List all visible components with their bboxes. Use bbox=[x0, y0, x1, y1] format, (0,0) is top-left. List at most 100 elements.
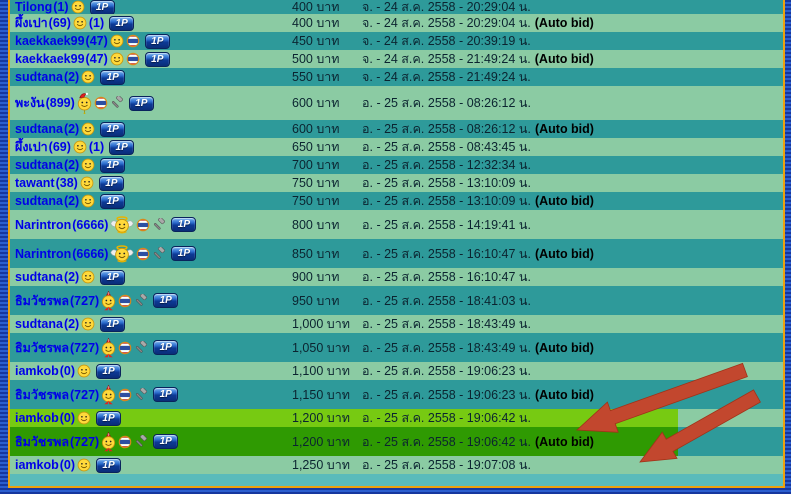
bid-amount: 450 บาท bbox=[292, 34, 340, 48]
1p-badge[interactable]: 1P bbox=[153, 434, 179, 449]
bidder-username-link[interactable]: tawant bbox=[15, 176, 55, 190]
bidder-username-link[interactable]: Tilong bbox=[15, 0, 53, 14]
bidder-username-link[interactable]: sudtana bbox=[15, 317, 63, 331]
1p-badge[interactable]: 1P bbox=[89, 0, 115, 14]
1p-badge[interactable]: 1P bbox=[144, 51, 170, 67]
bidder-username-link[interactable]: sudtana bbox=[15, 270, 63, 284]
bid-amount-cell: 1,200 บาท bbox=[282, 432, 362, 452]
smiley-icon bbox=[81, 70, 95, 84]
bid-amount-cell: 600 บาท bbox=[282, 120, 362, 138]
1p-badge[interactable]: 1P bbox=[96, 410, 122, 426]
bidder-cell: sudtana (2) 1P bbox=[10, 193, 282, 209]
bidder-feedback-count: (727) bbox=[70, 340, 100, 355]
bid-datetime: อ. - 25 ส.ค. 2558 - 08:26:12 น. bbox=[362, 122, 531, 136]
bid-datetime: อ. - 25 ส.ค. 2558 - 19:06:42 น. bbox=[362, 434, 531, 449]
bidder-username-link[interactable]: sudtana bbox=[15, 122, 63, 136]
bidder-username-link[interactable]: iamkob bbox=[15, 364, 59, 378]
bidder-username-link[interactable]: ธิมวัชรพล bbox=[15, 293, 69, 308]
bidder-feedback-count: (2) bbox=[63, 194, 80, 208]
bidder-cell: kaekkaek99 (47) 1P bbox=[10, 33, 282, 49]
devil-smiley-icon: ? bbox=[101, 384, 116, 405]
1p-badge[interactable]: 1P bbox=[153, 293, 179, 308]
devil-smiley-icon: ? bbox=[101, 337, 116, 358]
1p-badge[interactable]: 1P bbox=[96, 457, 122, 473]
1p-badge[interactable]: 1P bbox=[96, 363, 122, 379]
1p-badge[interactable]: 1P bbox=[100, 121, 126, 137]
1p-badge[interactable]: 1P bbox=[109, 15, 135, 31]
bid-datetime: อ. - 25 ส.ค. 2558 - 08:43:45 น. bbox=[362, 140, 531, 154]
smiley-icon bbox=[80, 176, 94, 190]
bid-datetime-cell: อ. - 25 ส.ค. 2558 - 19:07:08 น. bbox=[362, 456, 783, 474]
bidder-username-link[interactable]: พะงัน bbox=[15, 96, 45, 110]
bidder-username-link[interactable]: ธิมวัชรพล bbox=[15, 340, 69, 355]
bidder-username-link[interactable]: sudtana bbox=[15, 158, 63, 172]
bid-amount: 600 บาท bbox=[292, 122, 340, 136]
1p-badge[interactable]: 1P bbox=[128, 95, 154, 111]
1p-badge[interactable]: 1P bbox=[109, 139, 135, 155]
1p-badge[interactable]: 1P bbox=[100, 69, 126, 85]
smiley-icon bbox=[77, 458, 91, 472]
1p-badge[interactable]: 1P bbox=[171, 246, 197, 261]
bidder-username-link[interactable]: ผึ้งเปา bbox=[15, 140, 48, 154]
table-row: tawant (38) 1P 750 บาท อ. - 25 ส.ค. 2558… bbox=[10, 174, 783, 192]
bid-amount: 700 บาท bbox=[292, 158, 340, 172]
bidder-cell: ธิมวัชรพล (727) ? 1P bbox=[10, 384, 282, 405]
bid-datetime: อ. - 25 ส.ค. 2558 - 18:43:49 น. bbox=[362, 340, 531, 355]
1p-badge[interactable]: 1P bbox=[100, 157, 126, 173]
bid-amount: 1,150 บาท bbox=[292, 387, 350, 402]
bidder-cell: kaekkaek99 (47) 1P bbox=[10, 51, 282, 67]
bid-amount-cell: 750 บาท bbox=[282, 174, 362, 192]
bid-amount-cell: 600 บาท bbox=[282, 93, 362, 113]
bid-datetime: อ. - 25 ส.ค. 2558 - 19:06:23 น. bbox=[362, 387, 531, 402]
bidder-username-link[interactable]: kaekkaek99 bbox=[15, 52, 85, 66]
bid-amount: 650 บาท bbox=[292, 140, 340, 154]
smiley-icon bbox=[81, 270, 95, 284]
bid-datetime: อ. - 25 ส.ค. 2558 - 13:10:09 น. bbox=[362, 176, 531, 190]
1p-badge[interactable]: 1P bbox=[153, 387, 179, 402]
bidder-username-link[interactable]: ผึ้งเปา bbox=[15, 16, 48, 30]
1p-badge[interactable]: 1P bbox=[98, 175, 124, 191]
1p-badge[interactable]: 1P bbox=[100, 269, 126, 285]
bidder-username-link[interactable]: kaekkaek99 bbox=[15, 34, 85, 48]
table-row: ธิมวัชรพล (727) ? 1P 1,200 บาท อ. - 25 ส.… bbox=[10, 427, 783, 456]
bid-amount: 550 บาท bbox=[292, 70, 340, 84]
bidder-icons: 1P bbox=[80, 175, 124, 191]
bid-amount-cell: 550 บาท bbox=[282, 68, 362, 86]
bidder-icons: 1P bbox=[110, 244, 197, 263]
bidder-username-link[interactable]: sudtana bbox=[15, 70, 63, 84]
bid-datetime: จ. - 24 ส.ค. 2558 - 20:39:19 น. bbox=[362, 34, 531, 48]
bidder-cell: tawant (38) 1P bbox=[10, 175, 282, 191]
table-row: sudtana (2) 1P 600 บาท อ. - 25 ส.ค. 2558… bbox=[10, 120, 783, 138]
hammer-icon bbox=[134, 293, 148, 308]
table-row: Tilong (1) 1P 400 บาท จ. - 24 ส.ค. 2558 … bbox=[10, 0, 783, 14]
bid-amount: 1,100 บาท bbox=[292, 364, 350, 378]
bid-datetime-cell: จ. - 24 ส.ค. 2558 - 21:49:24 น. (Auto bi… bbox=[362, 50, 783, 68]
bidder-icons: 1P bbox=[71, 0, 115, 14]
smiley-icon bbox=[77, 364, 91, 378]
auto-bid-label: (Auto bid) bbox=[534, 122, 594, 136]
bidder-icons: 1P bbox=[81, 316, 126, 332]
bid-datetime: อ. - 25 ส.ค. 2558 - 16:10:47 น. bbox=[362, 270, 531, 284]
bidder-username-link[interactable]: sudtana bbox=[15, 194, 63, 208]
1p-badge[interactable]: 1P bbox=[100, 316, 126, 332]
bidder-username-link[interactable]: Narintron bbox=[15, 217, 72, 232]
bidder-username-link[interactable]: ธิมวัชรพล bbox=[15, 387, 69, 402]
bid-amount: 1,050 บาท bbox=[292, 340, 350, 355]
smiley-icon bbox=[81, 122, 95, 136]
1p-badge[interactable]: 1P bbox=[100, 193, 126, 209]
bidder-username-link[interactable]: iamkob bbox=[15, 411, 59, 425]
bidder-icons: 1P bbox=[81, 157, 126, 173]
bidder-feedback-count: (727) bbox=[70, 293, 100, 308]
flag-ball-icon bbox=[136, 218, 150, 232]
bidder-feedback-count: (38) bbox=[55, 176, 78, 190]
1p-badge[interactable]: 1P bbox=[171, 217, 197, 232]
bidder-username-link[interactable]: iamkob bbox=[15, 458, 59, 472]
bid-amount-cell: 850 บาท bbox=[282, 244, 362, 264]
1p-badge[interactable]: 1P bbox=[144, 33, 170, 49]
bidder-username-link[interactable]: ธิมวัชรพล bbox=[15, 434, 69, 449]
bidder-username-link[interactable]: Narintron bbox=[15, 246, 72, 261]
bidder-feedback-count: (69) bbox=[48, 140, 71, 154]
1p-badge[interactable]: 1P bbox=[153, 340, 179, 355]
svg-text:?: ? bbox=[108, 338, 110, 342]
bid-datetime: อ. - 25 ส.ค. 2558 - 19:06:23 น. bbox=[362, 364, 531, 378]
